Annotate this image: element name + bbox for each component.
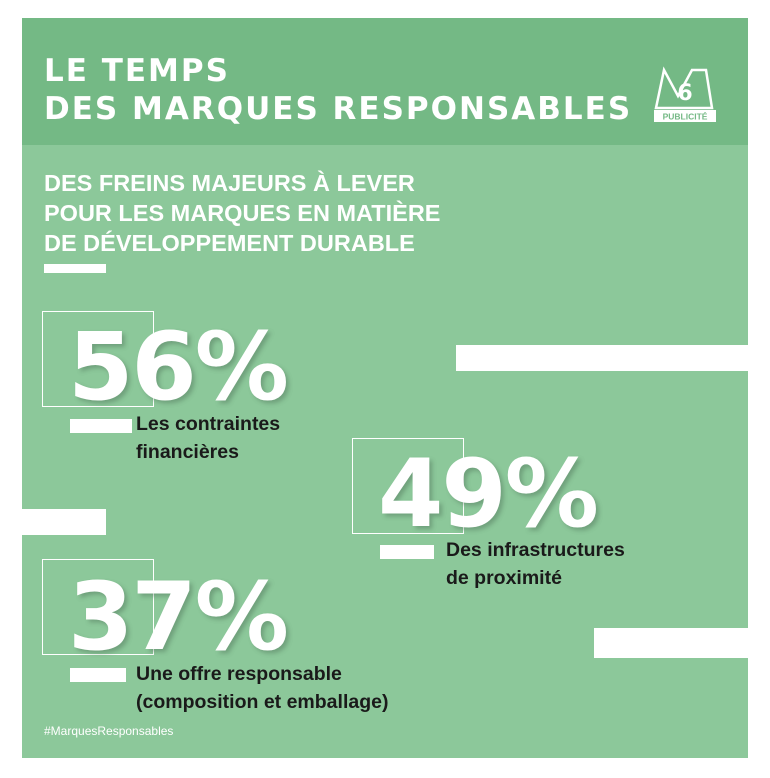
stat-3-value: 37% — [68, 563, 289, 672]
logo-caption: PUBLICITÉ — [663, 112, 708, 122]
stat-1-bar — [70, 419, 132, 433]
stat-3-frame — [42, 559, 154, 655]
logo-number: 6 — [677, 81, 692, 106]
stat-3-label: Une offre responsable (composition et em… — [136, 660, 388, 716]
subtitle-line-2: POUR LES MARQUES EN MATIÈRE — [44, 200, 441, 226]
decor-bar-left — [22, 509, 106, 535]
stat-2-label: Des infrastructures de proximité — [446, 536, 625, 592]
stat-2-value: 49% — [378, 440, 599, 549]
stat-3-label-line-2: (composition et emballage) — [136, 691, 389, 713]
stat-1-label: Les contraintes financières — [136, 410, 280, 466]
subtitle-line-1: DES FREINS MAJEURS À LEVER — [44, 170, 415, 196]
title-line-1: LE TEMPS — [44, 53, 230, 89]
subtitle-underline — [44, 264, 106, 273]
stat-1-label-line-1: Les contraintes — [136, 413, 281, 435]
stat-2-frame — [352, 438, 464, 534]
title-line-2: DES MARQUES RESPONSABLES — [44, 91, 633, 127]
stat-2-label-line-2: de proximité — [446, 567, 562, 589]
stat-2-bar — [380, 545, 434, 559]
hashtag: #MarquesResponsables — [44, 724, 174, 738]
stat-1-value: 56% — [68, 313, 289, 422]
stat-2-label-line-1: Des infrastructures — [446, 539, 625, 561]
stat-3-label-line-1: Une offre responsable — [136, 663, 342, 685]
stat-1-label-line-2: financières — [136, 441, 239, 463]
header-band: LE TEMPS DES MARQUES RESPONSABLES 6 PUBL… — [22, 18, 748, 145]
decor-bar-right-2 — [594, 628, 748, 658]
stat-1-frame — [42, 311, 154, 407]
subtitle: DES FREINS MAJEURS À LEVER POUR LES MARQ… — [44, 168, 564, 258]
infographic-card: LE TEMPS DES MARQUES RESPONSABLES 6 PUBL… — [22, 18, 748, 758]
stat-3-bar — [70, 668, 126, 682]
m6-publicite-logo: 6 PUBLICITÉ — [654, 66, 716, 122]
subtitle-line-3: DE DÉVELOPPEMENT DURABLE — [44, 230, 415, 256]
decor-bar-right-1 — [456, 345, 748, 371]
